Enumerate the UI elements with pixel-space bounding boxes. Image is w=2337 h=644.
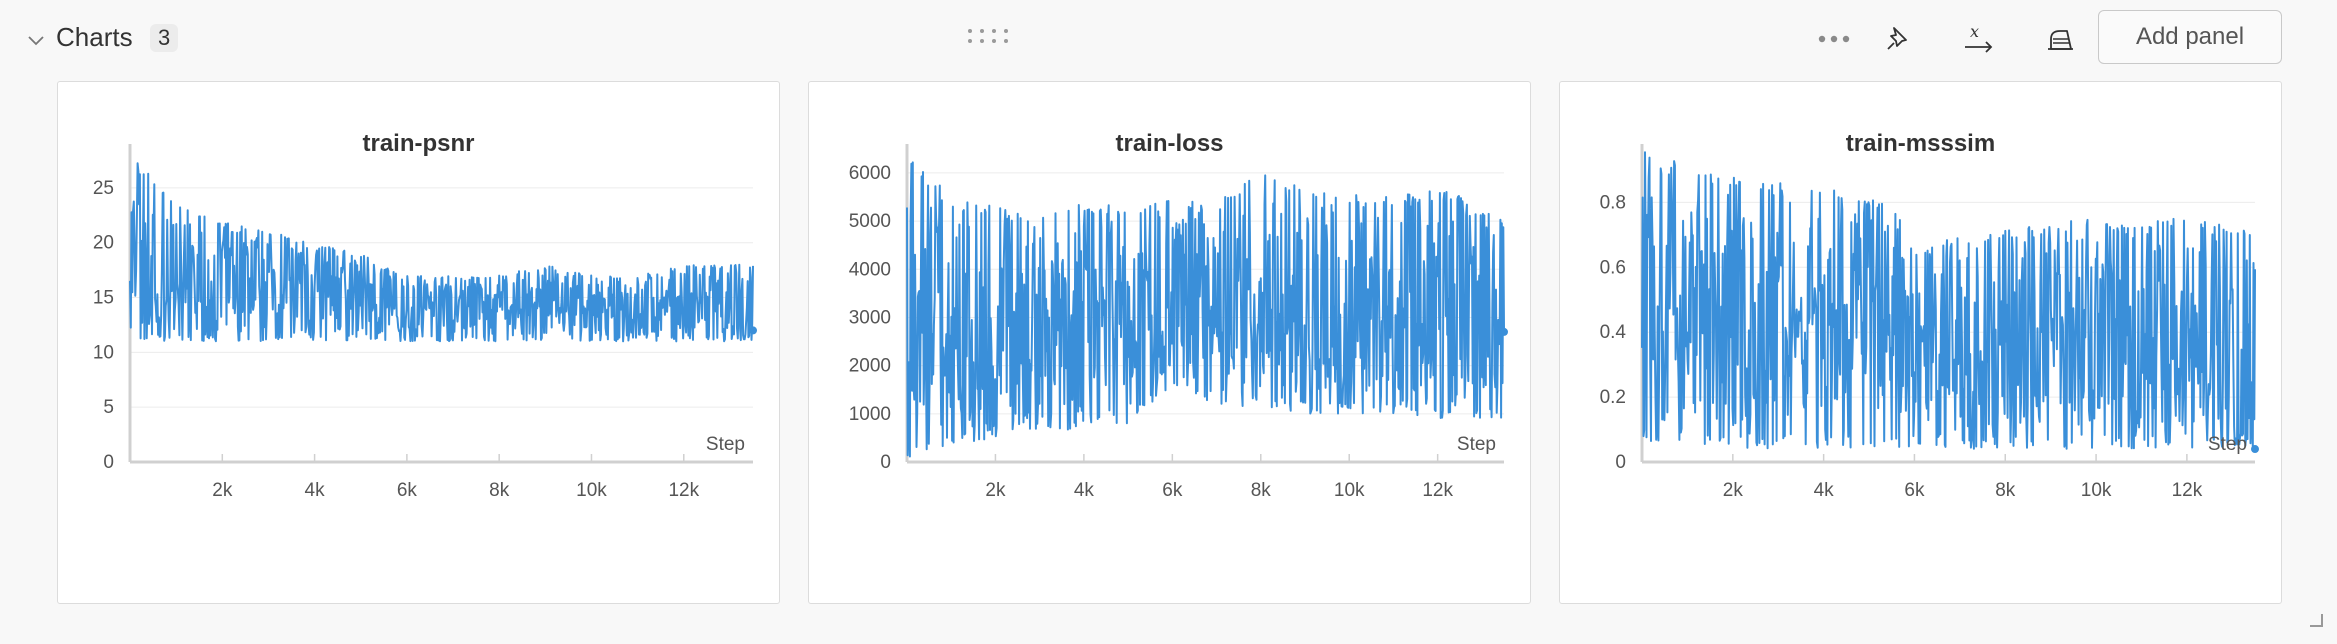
resize-handle-icon[interactable] [2308, 612, 2324, 628]
x-tick-label: 10k [2081, 480, 2112, 501]
chart-panel-train-psnr[interactable]: train-psnr 0 5 10 15 20 25 2k 4k 6k 8k 10k 12k Step [57, 81, 780, 604]
chart-svg: 0 0.2 0.4 0.6 0.8 2k 4k 6k 8k 10k 12k Step [1600, 144, 2259, 501]
x-tick-label: 8k [1251, 480, 1272, 501]
x-tick-label: 2k [212, 480, 233, 501]
series-end-point [1500, 327, 1508, 336]
x-axis-button[interactable]: x [1958, 20, 2002, 58]
y-tick-label: 10 [93, 342, 114, 363]
charts-section-header: Charts 3 x Add panel [0, 0, 2337, 76]
y-tick-label: 6000 [849, 163, 891, 184]
eraser-icon [2048, 30, 2073, 50]
x-tick-label: 12k [2172, 480, 2203, 501]
clean-button[interactable] [2038, 20, 2082, 58]
y-tick-label: 1000 [849, 404, 891, 425]
pin-icon [1887, 27, 1907, 50]
chart-panel-train-msssim[interactable]: train-msssim 0 0.2 0.4 0.6 0.8 2k 4k 6k 8k 10k 12k… [1559, 81, 2282, 604]
add-panel-button[interactable]: Add panel [2098, 10, 2282, 64]
pin-button[interactable] [1876, 20, 1920, 58]
series-line [906, 161, 1505, 458]
panel-count-badge: 3 [150, 24, 179, 52]
x-tick-label: 4k [305, 480, 326, 501]
svg-text:x: x [1970, 23, 1979, 41]
x-tick-label: 2k [1723, 480, 1744, 501]
y-tick-label: 25 [93, 178, 114, 199]
y-tick-label: 0 [103, 452, 114, 473]
x-tick-label: 6k [1904, 480, 1925, 501]
y-tick-label: 2000 [849, 356, 891, 377]
chart-title: train-psnr [362, 130, 475, 157]
chevron-down-icon[interactable] [26, 30, 46, 50]
series-end-point [749, 326, 757, 335]
y-tick-label: 20 [93, 233, 114, 254]
x-tick-label: 12k [668, 480, 699, 501]
chart-panel-train-loss[interactable]: train-loss 0 1000 2000 3000 4000 5000 6000 2k 4k… [808, 81, 1531, 604]
x-tick-label: 4k [1074, 480, 1095, 501]
more-options-button[interactable] [1812, 20, 1856, 58]
y-tick-label: 0.2 [1600, 387, 1626, 408]
y-tick-label: 0.4 [1600, 322, 1627, 343]
x-axis-icon: x [1965, 23, 1993, 53]
x-axis-label: Step [2208, 434, 2247, 455]
y-tick-label: 4000 [849, 259, 891, 280]
y-tick-label: 3000 [849, 307, 891, 328]
y-tick-label: 5000 [849, 211, 891, 232]
x-axis-label: Step [706, 434, 745, 455]
x-tick-label: 8k [1995, 480, 2016, 501]
x-tick-label: 12k [1422, 480, 1453, 501]
x-tick-label: 8k [489, 480, 510, 501]
x-tick-label: 2k [985, 480, 1006, 501]
y-tick-label: 0.8 [1600, 192, 1626, 213]
x-tick-label: 10k [1334, 480, 1365, 501]
chart-title: train-msssim [1845, 130, 1996, 157]
chart-svg: 0 5 10 15 20 25 2k 4k 6k 8k 10k 12k Step [93, 144, 757, 501]
x-tick-label: 10k [576, 480, 607, 501]
y-tick-label: 15 [93, 288, 114, 309]
chart-title: train-loss [1115, 130, 1224, 157]
drag-handle-icon[interactable] [966, 26, 1014, 46]
series-line [1641, 151, 2256, 450]
x-tick-label: 4k [1814, 480, 1835, 501]
y-tick-label: 5 [103, 397, 114, 418]
x-axis-label: Step [1457, 434, 1496, 455]
section-title: Charts [56, 22, 133, 52]
y-tick-label: 0.6 [1600, 257, 1626, 278]
series-line [129, 162, 754, 343]
y-tick-label: 0 [880, 452, 891, 473]
chart-svg: 0 1000 2000 3000 4000 5000 6000 2k 4k 6k 8k 10k 12k S… [849, 144, 1508, 501]
x-tick-label: 6k [1162, 480, 1183, 501]
y-tick-label: 0 [1615, 452, 1626, 473]
more-options-icon [1818, 35, 1850, 43]
series-end-point [2251, 445, 2259, 454]
x-tick-label: 6k [397, 480, 418, 501]
